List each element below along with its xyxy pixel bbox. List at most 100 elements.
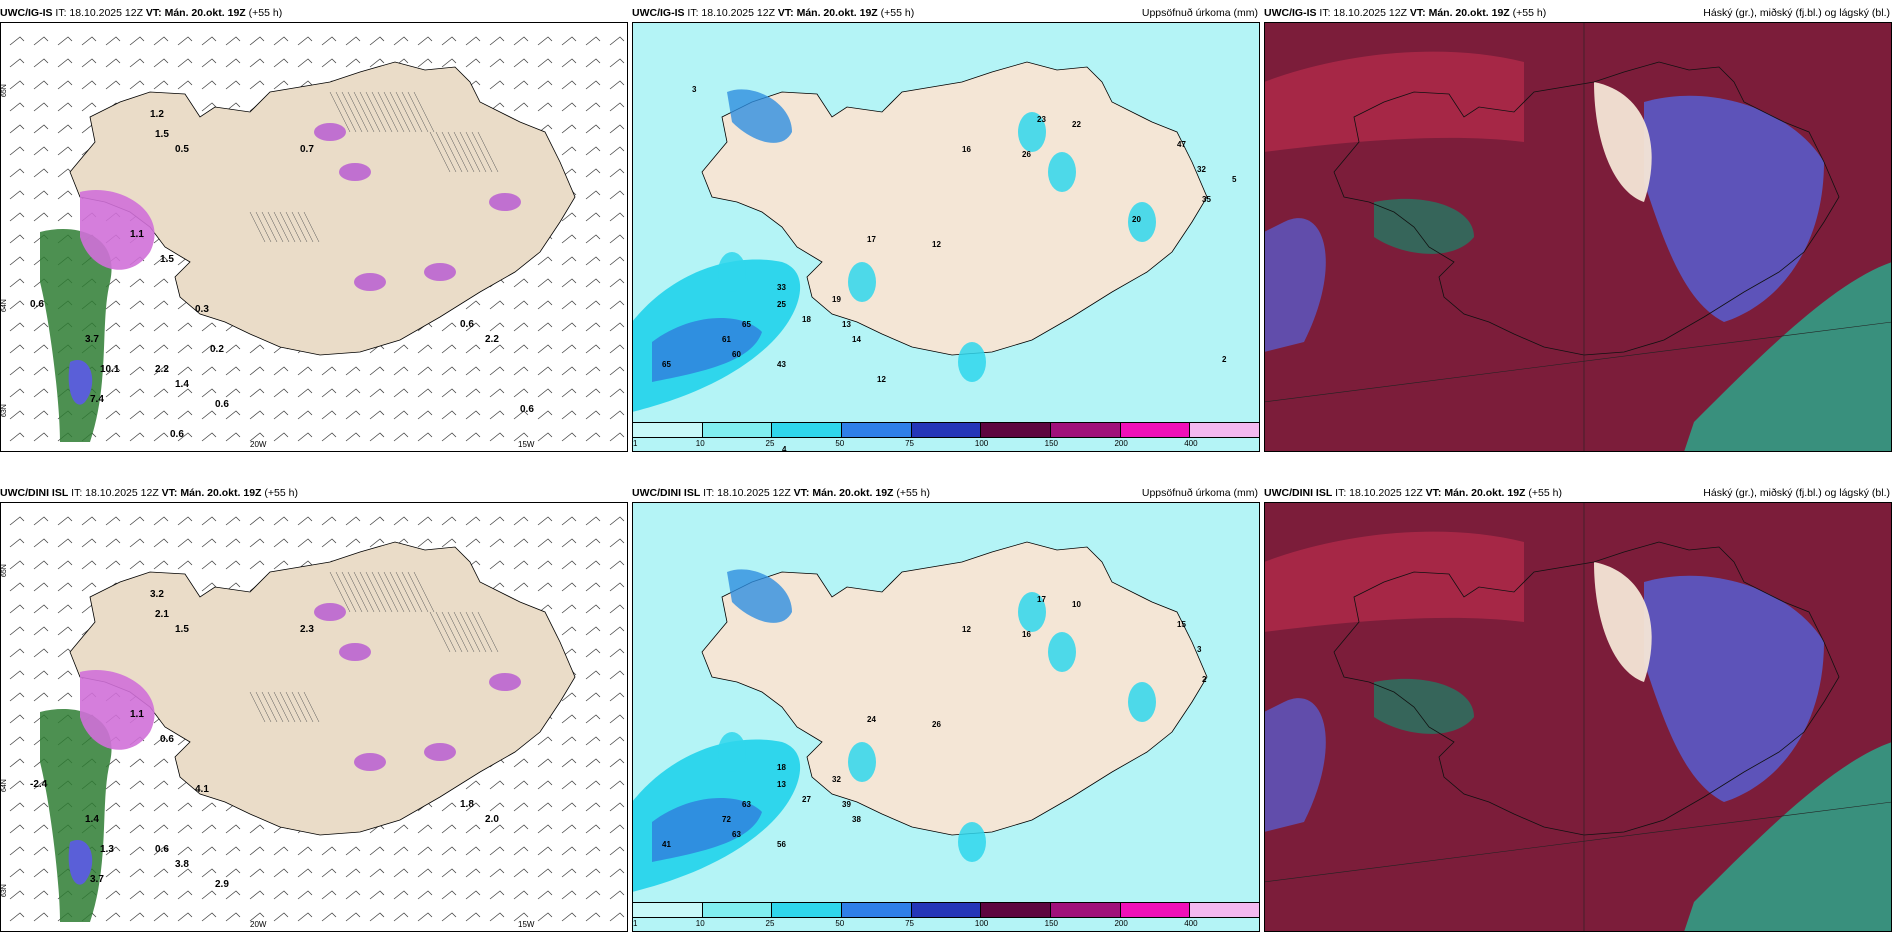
hatch-line: [477, 131, 499, 173]
panel-header: UWC/DINI ISL IT: 18.10.2025 12Z VT: Mán.…: [632, 485, 1260, 502]
precip-value-label: 35: [1202, 195, 1211, 204]
wind-barb: [513, 582, 529, 592]
wind-barb: [177, 80, 193, 90]
precip-value-label: 2: [1202, 675, 1207, 684]
hatch-line: [341, 571, 363, 613]
wind-barb: [585, 670, 601, 680]
wind-barb: [513, 58, 529, 68]
wind-barb: [417, 538, 433, 548]
lat-label: 64N: [1, 779, 8, 792]
colorbar-swatch: [1051, 903, 1121, 917]
wind-barb: [273, 36, 289, 46]
wind-barb: [609, 388, 625, 398]
wind-barb: [9, 432, 25, 442]
wind-barb: [609, 758, 625, 768]
hatch-line: [255, 211, 272, 243]
temp-value-label: 2.1: [155, 609, 169, 620]
wind-barb: [561, 146, 577, 156]
wind-barb: [9, 890, 25, 900]
precip-value-label: 16: [1022, 630, 1031, 639]
wind-barb: [489, 58, 505, 68]
hatch-line: [447, 611, 469, 653]
wind-barb: [585, 80, 601, 90]
wind-barb: [177, 868, 193, 878]
model-name: UWC/IG-IS: [0, 7, 53, 19]
hatch-line: [365, 91, 387, 133]
wind-barb: [153, 388, 169, 398]
wind-barb: [153, 432, 169, 442]
wind-barb: [153, 846, 169, 856]
wind-barb: [129, 802, 145, 812]
temp-value-label: 2.0: [485, 814, 499, 825]
wind-barb: [369, 516, 385, 526]
temperature-map: 0.6 1.2 1.5 0.5 0.7 0.6 2.2 1.1 1.5 3.7 10.1 7.4 2.2…: [0, 22, 628, 452]
hatch-line: [429, 611, 451, 653]
colorbar-swatch: [911, 423, 982, 437]
wind-barb: [417, 410, 433, 420]
mid-cloud: [1644, 575, 1824, 802]
wind-barb: [33, 626, 49, 636]
wind-barb: [81, 538, 97, 548]
wind-barb: [513, 516, 529, 526]
wind-barb: [273, 912, 289, 922]
precip-contour-north: [727, 569, 792, 623]
wind-barb: [321, 868, 337, 878]
lon-label: 15W: [518, 920, 535, 929]
hatch-line: [413, 91, 435, 133]
hatch-line: [389, 571, 411, 613]
wind-barb: [489, 300, 505, 310]
wind-barb: [345, 912, 361, 922]
wind-barb: [33, 168, 49, 178]
wind-barb: [81, 80, 97, 90]
wind-barb: [561, 736, 577, 746]
wind-barb: [225, 432, 241, 442]
precip-value-label: 41: [662, 840, 671, 849]
wind-barb: [465, 868, 481, 878]
wind-barb: [489, 780, 505, 790]
wind-barb: [225, 560, 241, 570]
colorbar-swatch: [1190, 903, 1260, 917]
wind-barb: [585, 560, 601, 570]
temp-value-label: 1.5: [160, 254, 174, 265]
wind-barb: [393, 846, 409, 856]
wind-barb: [57, 692, 73, 702]
wind-barb: [609, 80, 625, 90]
wind-barb: [345, 410, 361, 420]
wind-barb: [513, 278, 529, 288]
wind-barb: [153, 912, 169, 922]
wind-barb: [105, 538, 121, 548]
wind-barb: [9, 300, 25, 310]
colorbar-label: 200: [1114, 919, 1128, 928]
temperature-map: -2.4 3.2 2.1 1.5 2.3 1.8 2.0 1.1 0.6 1.4 1.3 3.7 0.6…: [0, 502, 628, 932]
wind-barb: [489, 802, 505, 812]
wind-barb: [33, 388, 49, 398]
wind-barb: [129, 868, 145, 878]
wind-barb: [33, 516, 49, 526]
wind-barb: [537, 366, 553, 376]
lat-label: 65N: [1, 84, 8, 97]
colorbar-swatch: [1120, 423, 1191, 437]
wind-barb: [417, 824, 433, 834]
wind-barb: [57, 516, 73, 526]
precip-value-label: 65: [742, 320, 751, 329]
hatch-line: [261, 211, 278, 243]
hatch-line: [261, 691, 278, 723]
wind-barb: [441, 388, 457, 398]
wind-barb: [57, 582, 73, 592]
panel-cloud-dini: UWC/DINI ISL IT: 18.10.2025 12Z VT: Mán.…: [1264, 485, 1892, 932]
colorbar-swatch: [842, 903, 912, 917]
wind-barb: [513, 322, 529, 332]
wind-barb: [201, 366, 217, 376]
model-name: UWC/IG-IS: [632, 7, 685, 19]
wind-barb: [225, 344, 241, 354]
hatched-area: [249, 571, 499, 723]
wind-barb: [249, 388, 265, 398]
wind-barb: [417, 890, 433, 900]
wind-barb: [609, 36, 625, 46]
wind-barb: [105, 36, 121, 46]
wind-barb: [33, 124, 49, 134]
temp-value-label: 3.7: [90, 874, 104, 885]
wind-barb: [513, 846, 529, 856]
wind-barb: [393, 890, 409, 900]
wind-barb: [513, 432, 529, 442]
